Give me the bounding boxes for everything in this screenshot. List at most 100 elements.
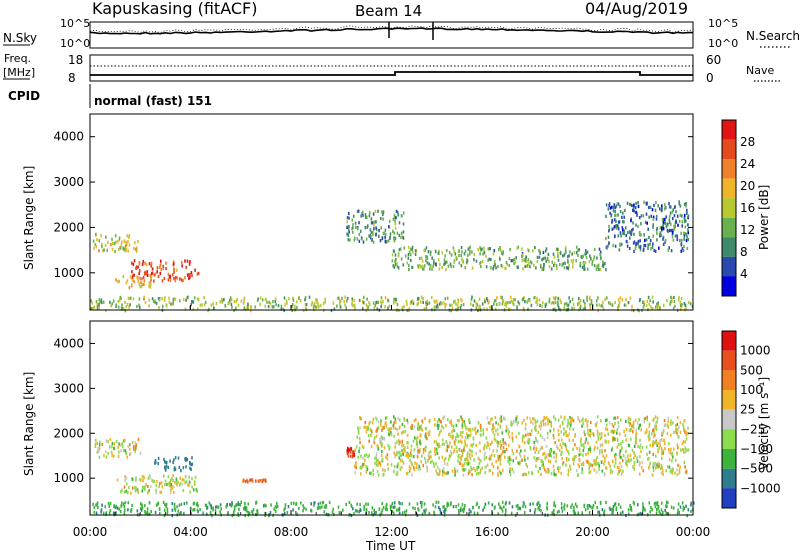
velocity-pixel <box>521 435 524 439</box>
velocity-pixel <box>477 421 480 425</box>
power-pixel <box>577 301 580 305</box>
velocity-pixel <box>169 488 172 492</box>
power-pixel <box>443 262 445 266</box>
power-pixel <box>282 307 284 311</box>
velocity-pixel <box>608 461 610 466</box>
velocity-pixel <box>104 505 107 509</box>
velocity-pixel <box>234 505 236 509</box>
power-pixel <box>444 260 447 264</box>
velocity-pixel <box>231 514 234 518</box>
velocity-pixel <box>163 508 166 512</box>
power-pixel <box>667 229 670 234</box>
power-pixel <box>485 265 488 269</box>
velocity-pixel <box>601 448 603 452</box>
velocity-pixel <box>283 511 286 516</box>
velocity-pixel <box>560 502 563 506</box>
velocity-pixel <box>429 450 432 454</box>
power-pixel <box>438 302 441 306</box>
velocity-pixel <box>556 510 559 514</box>
velocity-pixel <box>407 441 409 445</box>
power-pixel <box>656 238 658 242</box>
power-pixel <box>649 205 652 209</box>
power-pixel <box>666 229 669 233</box>
power-colorbar-swatch <box>722 159 736 179</box>
power-pixel <box>639 233 642 237</box>
power-pixel <box>554 307 556 311</box>
velocity-pixel <box>429 419 431 423</box>
power-pixel <box>381 210 383 214</box>
power-pixel <box>586 295 588 299</box>
power-pixel <box>138 271 140 276</box>
velocity-pixel <box>627 454 629 458</box>
power-pixel <box>644 238 646 243</box>
velocity-pixel <box>532 421 534 425</box>
power-pixel <box>182 278 184 282</box>
velocity-pixel <box>371 421 374 425</box>
power-pixel <box>409 302 412 306</box>
velocity-pixel <box>554 504 557 508</box>
velocity-pixel <box>563 417 566 421</box>
velocity-pixel <box>603 511 605 515</box>
power-pixel <box>378 234 380 238</box>
velocity-pixel <box>141 489 143 493</box>
power-pixel <box>453 260 455 264</box>
velocity-pixel <box>412 439 415 443</box>
velocity-pixel <box>606 427 609 432</box>
velocity-pixel <box>433 461 435 465</box>
power-pixel <box>498 302 500 307</box>
power-pixel <box>394 215 396 219</box>
power-pixel <box>360 214 362 218</box>
velocity-pixel <box>435 440 438 444</box>
velocity-colorbar-tick-label: −1000 <box>740 481 781 495</box>
velocity-pixel <box>165 466 167 470</box>
power-pixel <box>492 264 495 269</box>
velocity-pixel <box>529 446 532 450</box>
power-pixel <box>118 298 121 302</box>
power-pixel <box>398 221 401 225</box>
power-pixel <box>621 298 623 302</box>
power-pixel <box>623 232 625 236</box>
velocity-pixel <box>572 419 575 423</box>
power-ylabel: Slant Range [km] <box>22 166 36 270</box>
power-pixel <box>391 253 394 257</box>
velocity-pixel <box>489 442 492 446</box>
power-pixel <box>284 303 286 307</box>
power-pixel <box>138 297 141 301</box>
velocity-pixel <box>636 459 639 463</box>
velocity-colorbar-swatch <box>722 331 736 351</box>
velocity-pixel <box>542 423 545 427</box>
power-pixel <box>564 261 566 265</box>
power-pixel <box>428 262 430 266</box>
power-pixel <box>399 247 402 251</box>
velocity-pixel <box>629 453 632 457</box>
velocity-pixel <box>146 510 149 514</box>
velocity-pixel <box>421 428 424 432</box>
power-pixel <box>174 275 177 279</box>
power-pixel <box>356 209 359 214</box>
power-pixel <box>286 301 288 305</box>
power-pixel <box>613 218 616 222</box>
power-pixel <box>353 303 356 307</box>
velocity-pixel <box>504 450 506 454</box>
velocity-pixel <box>139 451 142 455</box>
velocity-pixel <box>372 417 375 421</box>
velocity-pixel <box>542 463 544 467</box>
power-pixel <box>394 253 397 257</box>
velocity-pixel <box>537 506 540 510</box>
velocity-pixel <box>409 466 412 470</box>
power-pixel <box>417 301 419 305</box>
power-pixel <box>362 307 364 311</box>
power-pixel <box>652 225 654 229</box>
power-pixel <box>398 248 401 252</box>
power-pixel <box>452 264 455 269</box>
velocity-pixel <box>557 466 560 470</box>
velocity-pixel <box>442 505 444 509</box>
velocity-pixel <box>457 440 460 444</box>
velocity-pixel <box>555 459 557 463</box>
power-pixel <box>233 300 236 304</box>
velocity-pixel <box>638 418 640 422</box>
power-pixel <box>504 301 507 305</box>
power-pixel <box>665 225 668 229</box>
power-pixel <box>564 246 567 250</box>
velocity-pixel <box>579 439 582 443</box>
